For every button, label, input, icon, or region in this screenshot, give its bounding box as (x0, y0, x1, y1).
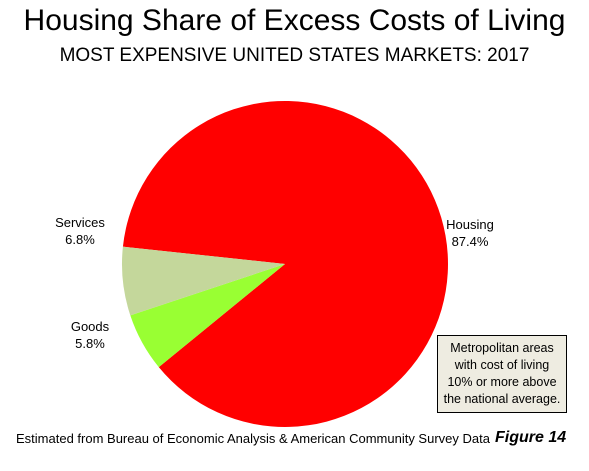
pie-slice-housing (122, 100, 448, 427)
note-line: with cost of living (454, 358, 550, 372)
note-line: the national average. (443, 392, 561, 406)
note-box: Metropolitan areas with cost of living 1… (437, 335, 567, 413)
pie-slice-goods (130, 264, 285, 368)
source-note: Estimated from Bureau of Economic Analys… (16, 431, 490, 446)
slice-label-goods-name: Goods (70, 319, 110, 334)
slice-label-goods: Goods 5.8% (60, 318, 120, 352)
slice-label-housing: Housing 87.4% (430, 216, 510, 250)
slice-label-housing-name: Housing (446, 217, 494, 232)
pie-slice-services (121, 246, 285, 316)
note-line: 10% or more above (447, 375, 557, 389)
slice-label-goods-value: 5.8% (75, 336, 105, 351)
slice-label-services-value: 6.8% (65, 232, 95, 247)
figure-label: Figure 14 (495, 429, 567, 446)
slice-label-housing-value: 87.4% (451, 234, 489, 249)
chart-title: Housing Share of Excess Costs of Living (23, 4, 566, 37)
chart-subtitle: MOST EXPENSIVE UNITED STATES MARKETS: 20… (59, 45, 530, 66)
slice-label-services: Services 6.8% (45, 214, 115, 248)
note-line: Metropolitan areas (450, 341, 554, 355)
slice-label-services-name: Services (55, 215, 105, 230)
